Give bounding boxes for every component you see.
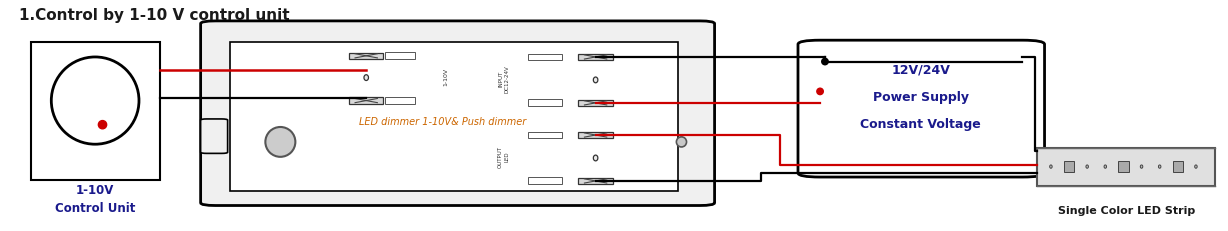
Ellipse shape — [1086, 165, 1088, 168]
Text: Constant Voltage: Constant Voltage — [861, 118, 981, 131]
Ellipse shape — [265, 127, 296, 157]
FancyBboxPatch shape — [230, 42, 678, 191]
FancyBboxPatch shape — [798, 40, 1045, 177]
Text: 12V/24V: 12V/24V — [892, 63, 950, 76]
Bar — [578, 100, 613, 106]
Bar — [578, 54, 613, 60]
Bar — [349, 53, 383, 59]
Text: Single Color LED Strip: Single Color LED Strip — [1059, 206, 1195, 216]
Bar — [1173, 161, 1183, 172]
Text: OUTPUT
LED: OUTPUT LED — [499, 146, 508, 168]
Bar — [528, 54, 562, 60]
Text: -: - — [398, 53, 400, 59]
Ellipse shape — [677, 137, 686, 147]
FancyBboxPatch shape — [200, 119, 227, 153]
Bar — [528, 177, 562, 184]
Ellipse shape — [363, 75, 368, 81]
Ellipse shape — [593, 155, 598, 161]
Text: 1-10V: 1-10V — [443, 67, 448, 85]
Ellipse shape — [1158, 165, 1160, 168]
Text: V+: V+ — [540, 100, 550, 106]
Text: INPUT
DC12-24V: INPUT DC12-24V — [499, 65, 508, 93]
Ellipse shape — [52, 57, 139, 144]
Bar — [1038, 148, 1214, 185]
Bar — [1119, 161, 1129, 172]
Bar — [349, 97, 383, 104]
Bar — [528, 99, 562, 106]
Text: 1-10V: 1-10V — [76, 184, 114, 197]
Bar — [1063, 161, 1074, 172]
Text: Power Supply: Power Supply — [873, 91, 969, 104]
Bar — [528, 132, 562, 138]
Ellipse shape — [593, 77, 598, 83]
Ellipse shape — [817, 88, 823, 95]
Bar — [384, 52, 415, 59]
Text: LED dimmer 1-10V& Push dimmer: LED dimmer 1-10V& Push dimmer — [359, 117, 526, 127]
Text: T: T — [397, 97, 402, 103]
Ellipse shape — [822, 58, 828, 65]
Text: -: - — [544, 178, 546, 184]
Ellipse shape — [1195, 165, 1197, 168]
FancyBboxPatch shape — [200, 21, 715, 206]
Bar — [578, 132, 613, 138]
Ellipse shape — [1104, 165, 1106, 168]
Text: +: + — [543, 132, 548, 138]
Ellipse shape — [1050, 165, 1052, 168]
Text: V-: V- — [542, 54, 549, 60]
Bar — [32, 42, 160, 180]
Text: Control Unit: Control Unit — [55, 202, 135, 215]
Ellipse shape — [98, 121, 107, 129]
Text: 1.Control by 1-10 V control unit: 1.Control by 1-10 V control unit — [20, 8, 290, 23]
Bar — [384, 97, 415, 104]
Ellipse shape — [1141, 165, 1143, 168]
Bar — [578, 178, 613, 184]
